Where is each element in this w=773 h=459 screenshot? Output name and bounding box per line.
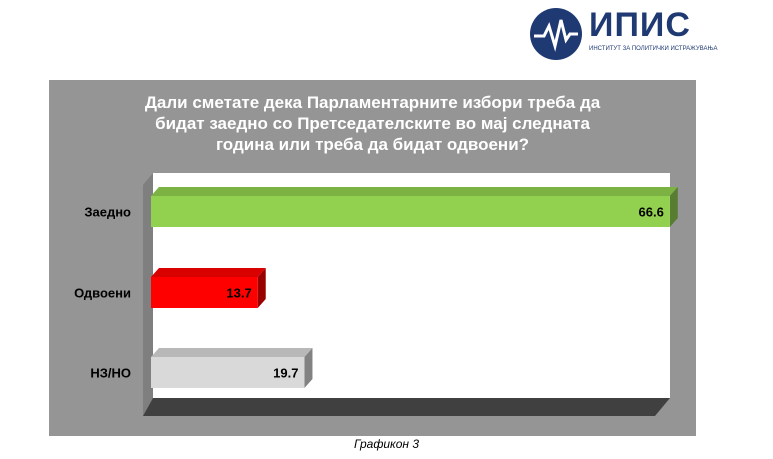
chart-title: Дали сметате дека Парламентарните избори… [49,92,696,155]
logo-pulse-icon [534,19,578,52]
logo-circle [530,8,582,60]
bar-top-face [151,187,678,196]
bar-top-face [151,348,313,357]
chart-caption: Графикон 3 [354,437,419,451]
plot-side-wall [143,173,153,416]
logo-name: ИПИС [589,6,691,44]
category-label: Одвоени [74,286,131,301]
bar-side-face [257,268,266,308]
plot-floor [143,398,670,416]
bar-0 [151,196,670,227]
category-label: Заедно [84,205,131,220]
plot-back-wall [153,173,670,398]
logo-subtitle: ИНСТИТУТ ЗА ПОЛИТИЧКИ ИСТРАЖУВАЊА [589,46,718,52]
bar-top-face [151,268,266,277]
chart-title-line: година или треба да бидат одвоени? [215,135,530,154]
bar-2 [151,357,305,388]
bar-1 [151,277,258,308]
category-label: НЗ/НО [90,366,131,381]
bar-value-label: 13.7 [226,286,251,301]
bars-group: 66.6 Заедно 13.7 Одвоени 19.7 НЗ/НО [74,187,678,388]
chart-title-line: бидат заедно со Претседателските во мај … [155,114,590,133]
bar-side-face [669,187,678,227]
logo-emblem [530,8,582,60]
bar-value-label: 19.7 [273,366,298,381]
bar-value-label: 66.6 [639,205,664,220]
chart-title-line: Дали сметате дека Парламентарните избори… [144,93,601,112]
bar-side-face [304,348,313,388]
